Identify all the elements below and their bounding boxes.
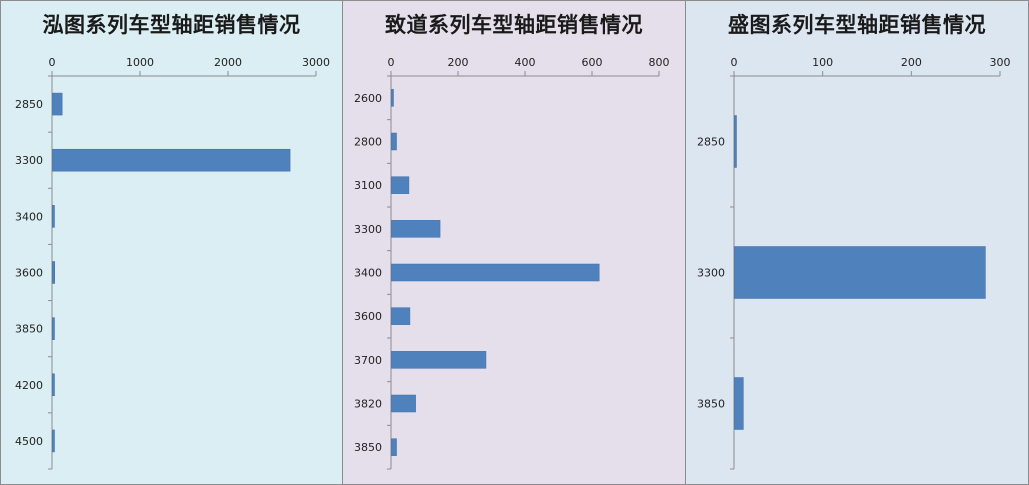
y-category-label: 3400: [354, 267, 382, 280]
y-category-label: 3820: [354, 398, 382, 411]
chart-title: 致道系列车型轴距销售情况: [385, 13, 643, 37]
x-tick-label: 0: [388, 56, 395, 69]
bar-2600: [391, 89, 394, 107]
y-category-label: 3700: [354, 354, 382, 367]
x-tick-label: 0: [731, 56, 738, 69]
y-category-label: 4200: [15, 379, 43, 392]
y-category-label: 3600: [15, 267, 43, 280]
x-tick-label: 800: [649, 56, 670, 69]
x-tick-label: 2000: [214, 56, 242, 69]
bar-3850: [734, 377, 744, 430]
y-category-label: 3850: [15, 323, 43, 336]
bar-3600: [391, 307, 411, 325]
x-tick-label: 600: [582, 56, 603, 69]
x-tick-label: 300: [990, 56, 1011, 69]
y-category-label: 3850: [354, 441, 382, 454]
chart-panel-hongtu: 泓图系列车型轴距销售情况 0 1000 2000 3000 2850 3300 3400 36…: [0, 0, 343, 485]
bar-3600: [52, 261, 55, 284]
bar-2800: [391, 132, 397, 151]
y-category-label: 3300: [15, 154, 43, 167]
bar-3850: [52, 317, 55, 340]
bar-3400: [52, 205, 55, 228]
bar-3700: [391, 351, 487, 369]
bar-3300: [391, 220, 441, 238]
bar-chart-zhidao: 0 200 400 600 800 2600 2800 3100 3300 3400 3600 370…: [354, 56, 670, 470]
bar-3820: [391, 394, 416, 413]
y-category-label: 2850: [697, 136, 725, 149]
y-category-label: 3300: [697, 267, 725, 280]
bar-4200: [52, 373, 55, 397]
x-tick-label: 0: [49, 56, 56, 69]
y-category-label: 2600: [354, 92, 382, 105]
bar-2850: [734, 115, 737, 168]
y-category-label: 3300: [354, 223, 382, 236]
bar-2850: [52, 92, 63, 116]
bar-3100: [391, 176, 410, 194]
x-tick-label: 200: [901, 56, 922, 69]
bar-3850: [391, 438, 397, 456]
x-tick-label: 200: [448, 56, 469, 69]
y-category-label: 2800: [354, 136, 382, 149]
x-tick-label: 400: [515, 56, 536, 69]
y-category-label: 3850: [697, 398, 725, 411]
x-tick-label: 100: [812, 56, 833, 69]
y-category-label: 3600: [354, 310, 382, 323]
y-category-label: 3100: [354, 179, 382, 192]
chart-title: 盛图系列车型轴距销售情况: [728, 13, 986, 37]
x-tick-label: 3000: [302, 56, 330, 69]
bar-3300: [734, 246, 986, 299]
bar-chart-shengtu: 0 100 200 300 2850 3300 3850: [697, 56, 1011, 470]
chart-panel-shengtu: 盛图系列车型轴距销售情况 0 100 200 300 2850 3300 3850: [686, 0, 1029, 485]
chart-title: 泓图系列车型轴距销售情况: [42, 13, 301, 37]
bar-chart-hongtu: 0 1000 2000 3000 2850 3300 3400 3600 3850 4200 450…: [15, 56, 330, 470]
y-category-label: 2850: [15, 98, 43, 111]
bar-4500: [52, 429, 55, 453]
y-category-label: 4500: [15, 435, 43, 448]
x-tick-label: 1000: [126, 56, 154, 69]
bar-3300: [52, 148, 291, 172]
bar-3400: [391, 263, 600, 282]
chart-panel-zhidao: 致道系列车型轴距销售情况 0 200 400 600 800 2600 2800 3100 33…: [343, 0, 686, 485]
y-category-label: 3400: [15, 210, 43, 223]
